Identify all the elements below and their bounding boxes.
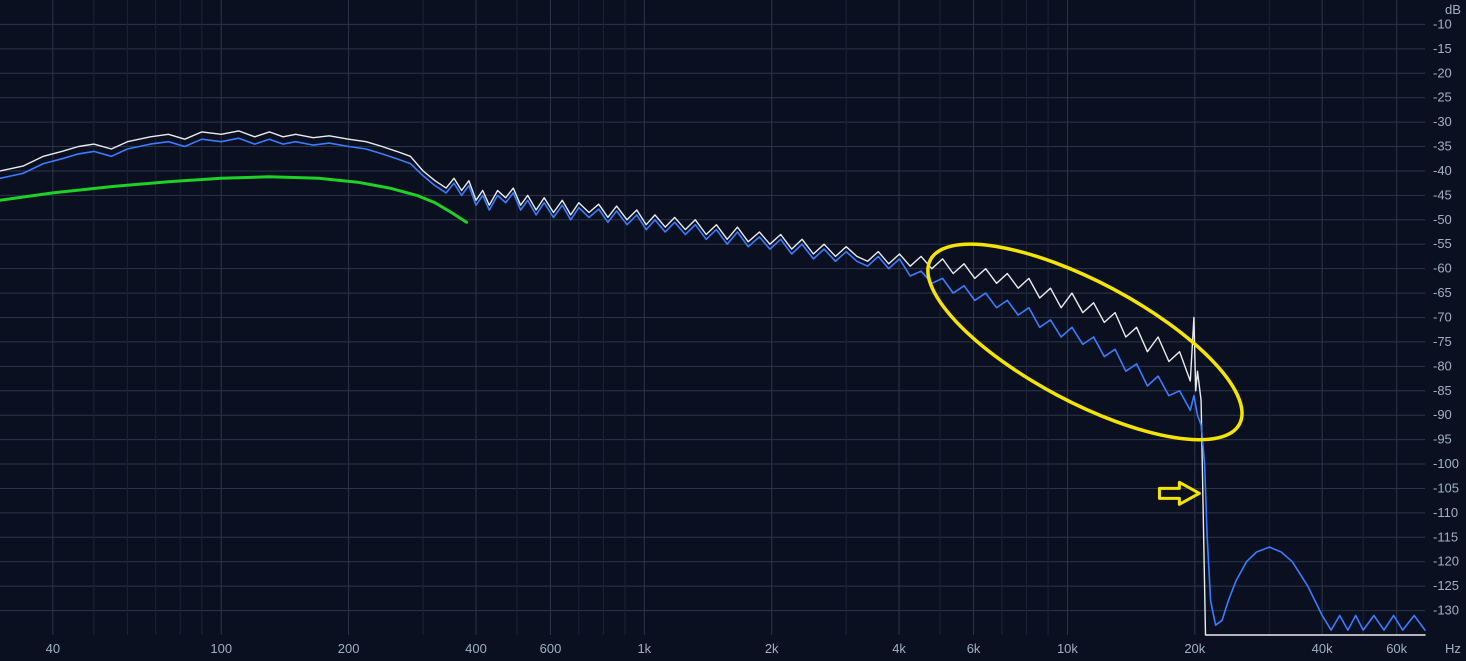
y-tick-label: -75 xyxy=(1433,334,1452,349)
y-tick-label: -95 xyxy=(1433,432,1452,447)
y-tick-label: -90 xyxy=(1433,407,1452,422)
y-tick-label: -70 xyxy=(1433,310,1452,325)
y-tick-label: -20 xyxy=(1433,65,1452,80)
x-tick-label: 1k xyxy=(637,641,651,656)
x-tick-label: 600 xyxy=(540,641,562,656)
y-tick-label: -85 xyxy=(1433,383,1452,398)
y-tick-label: -80 xyxy=(1433,358,1452,373)
green-arc-annotation xyxy=(0,177,467,223)
y-tick-label: -130 xyxy=(1433,603,1459,618)
y-tick-label: -115 xyxy=(1433,529,1458,544)
y-tick-label: -40 xyxy=(1433,163,1452,178)
y-tick-label: -110 xyxy=(1433,505,1458,520)
x-tick-label: 40 xyxy=(46,641,60,656)
y-tick-label: -30 xyxy=(1433,114,1452,129)
x-tick-label: 10k xyxy=(1057,641,1078,656)
y-tick-label: -120 xyxy=(1433,554,1459,569)
x-unit-label: Hz xyxy=(1445,641,1461,656)
x-tick-label: 20k xyxy=(1184,641,1205,656)
x-tick-label: 40k xyxy=(1312,641,1333,656)
y-tick-label: -50 xyxy=(1433,212,1452,227)
x-tick-label: 4k xyxy=(892,641,906,656)
y-tick-label: -55 xyxy=(1433,236,1452,251)
x-tick-label: 2k xyxy=(765,641,779,656)
y-tick-label: -25 xyxy=(1433,90,1452,105)
y-tick-label: -125 xyxy=(1433,578,1459,593)
x-tick-label: 60k xyxy=(1386,641,1407,656)
y-tick-label: -60 xyxy=(1433,261,1452,276)
y-tick-label: -105 xyxy=(1433,480,1459,495)
white-trace xyxy=(0,131,1425,635)
yellow-arrow-annotation xyxy=(1159,482,1199,504)
y-tick-label: -35 xyxy=(1433,139,1452,154)
y-tick-label: -45 xyxy=(1433,187,1452,202)
y-unit-label: dB xyxy=(1445,2,1461,17)
blue-trace xyxy=(0,138,1425,630)
y-tick-label: -65 xyxy=(1433,285,1452,300)
x-tick-label: 400 xyxy=(465,641,487,656)
x-tick-label: 200 xyxy=(338,641,360,656)
y-tick-label: -15 xyxy=(1433,41,1452,56)
y-tick-label: -100 xyxy=(1433,456,1459,471)
y-tick-label: -10 xyxy=(1433,16,1452,31)
x-tick-label: 100 xyxy=(210,641,232,656)
x-tick-label: 6k xyxy=(967,641,981,656)
spectrum-analyzer: { "chart": { "type": "spectrum", "width_… xyxy=(0,0,1466,661)
spectrum-svg: -10 -15 -20 -25 -30 -35 -40 -45 -50 -55 -60 -65 -70 -… xyxy=(0,0,1466,661)
